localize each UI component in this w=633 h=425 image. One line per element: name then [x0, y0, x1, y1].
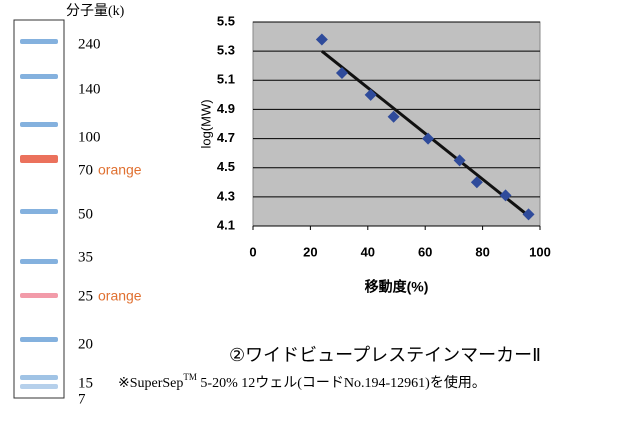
caption-note: ※SuperSepTM 5-20% 12ウェル(コードNo.194-12961)…: [118, 372, 486, 391]
gel-band: [20, 293, 58, 298]
note-prefix: ※SuperSep: [118, 376, 183, 391]
ladder-label: 20: [78, 336, 93, 352]
ladder-note: orange: [98, 288, 142, 304]
y-tick-label: 4.5: [217, 159, 235, 174]
x-tick-label: 40: [361, 244, 375, 259]
gel-band: [20, 155, 58, 163]
ladder-label: 140: [78, 81, 101, 97]
gel-band: [20, 259, 58, 264]
y-tick-label: 4.3: [217, 188, 235, 203]
y-tick-label: 5.3: [217, 43, 235, 58]
gel-band: [20, 39, 58, 44]
page: 分子量(k) 4.1 4.3 4.5 4.7 4.9 5.1 5.3 5.5 0 20 40 60 80…: [0, 0, 633, 425]
ladder-note: orange: [98, 162, 142, 178]
y-tick-label: 4.7: [217, 130, 235, 145]
caption-title: ②ワイドビュープレステインマーカーⅡ: [229, 345, 541, 365]
note-rest: 5-20% 12ウェル(コードNo.194-12961)を使用。: [197, 374, 486, 391]
gel-band: [20, 384, 58, 389]
x-tick-label: 80: [475, 244, 489, 259]
ladder-label: 15: [78, 375, 93, 391]
x-axis-label: 移動度(%): [365, 279, 429, 295]
y-tick-label: 4.1: [217, 217, 235, 232]
gel-band: [20, 74, 58, 79]
ladder-label: 50: [78, 206, 93, 222]
ladder-label: 25: [78, 288, 93, 304]
y-tick-label: 5.1: [217, 72, 235, 87]
x-tick-label: 100: [529, 244, 551, 259]
gel-band: [20, 337, 58, 342]
y-tick-label: 4.9: [217, 101, 235, 116]
plot-area: [253, 22, 540, 226]
gel-band: [20, 122, 58, 127]
y-axis-label: log(MW): [198, 99, 213, 148]
note-sup: TM: [183, 372, 197, 382]
ladder-label: 240: [78, 36, 101, 52]
chart: 4.1 4.3 4.5 4.7 4.9 5.1 5.3 5.5 0 20 40 60 80 100 移動度(…: [198, 13, 550, 294]
y-tick-label: 5.5: [217, 13, 235, 28]
ladder-label: 70: [78, 162, 93, 178]
ladder-label: 100: [78, 129, 101, 145]
x-tick-label: 60: [418, 244, 432, 259]
x-tick-label: 0: [249, 244, 256, 259]
x-tick-label: 20: [303, 244, 317, 259]
gel-band: [20, 209, 58, 214]
ladder-label: 35: [78, 249, 93, 265]
ladder-label: 7: [78, 391, 86, 407]
ladder-header: 分子量(k): [66, 3, 125, 19]
gel-band: [20, 375, 58, 380]
